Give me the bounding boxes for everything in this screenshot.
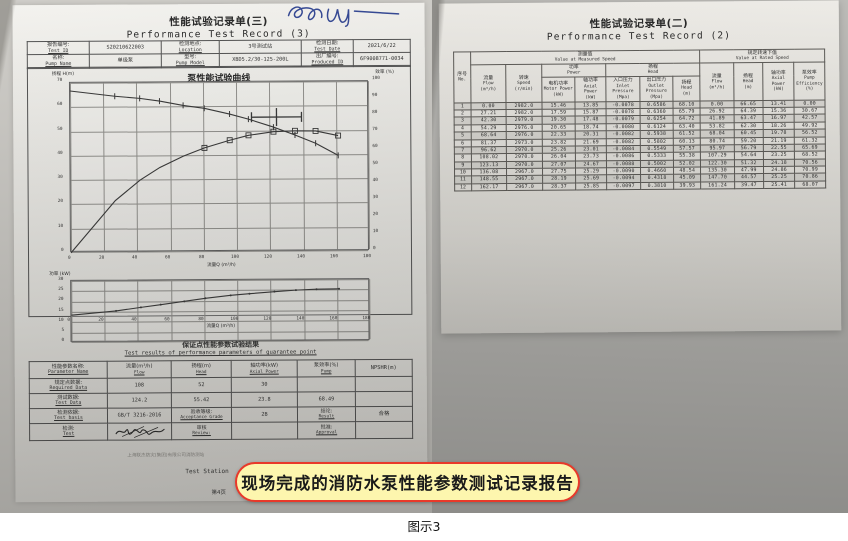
photo-left-lighting-overlay <box>0 0 432 513</box>
photo-left-document: 性能试验记录单(三) Performance Test Record (3) 报… <box>0 0 432 513</box>
callout-banner: 现场完成的消防水泵性能参数测试记录报告 <box>235 462 580 502</box>
callout-banner-text: 现场完成的消防水泵性能参数测试记录报告 <box>241 474 574 493</box>
figure-caption: 图示3 <box>407 519 441 534</box>
photo-right-lighting-overlay <box>432 0 848 513</box>
photo-right-document: 性能试验记录单(二) Performance Test Record (2) 序… <box>432 0 848 513</box>
